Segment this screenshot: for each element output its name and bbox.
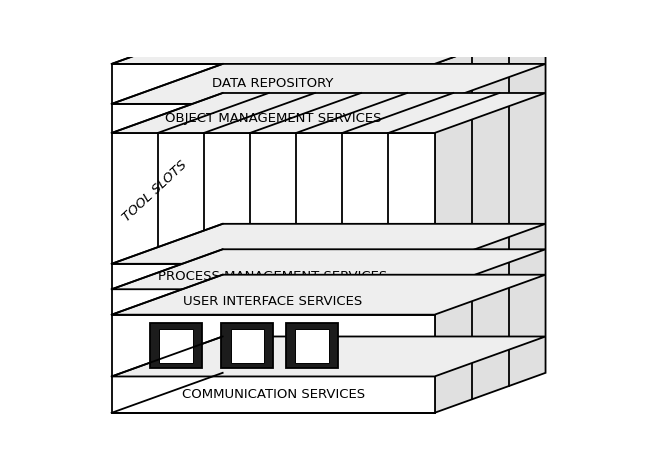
Polygon shape — [112, 249, 546, 289]
Text: OBJECT MANAGEMENT SERVICES: OBJECT MANAGEMENT SERVICES — [165, 112, 381, 125]
Text: COMMUNICATION SERVICES: COMMUNICATION SERVICES — [182, 388, 365, 401]
Polygon shape — [112, 377, 435, 413]
Polygon shape — [112, 264, 435, 289]
Polygon shape — [112, 337, 546, 377]
Text: DATA REPOSITORY: DATA REPOSITORY — [212, 77, 334, 91]
Polygon shape — [112, 275, 546, 315]
Polygon shape — [435, 24, 546, 413]
Polygon shape — [112, 24, 546, 64]
Text: TOOL SLOTS: TOOL SLOTS — [120, 158, 189, 224]
Polygon shape — [112, 64, 435, 104]
Polygon shape — [295, 329, 329, 362]
Polygon shape — [112, 93, 546, 133]
Text: PROCESS MANAGEMENT SERVICES: PROCESS MANAGEMENT SERVICES — [158, 270, 388, 283]
Polygon shape — [150, 323, 202, 368]
Text: USER INTERFACE SERVICES: USER INTERFACE SERVICES — [184, 295, 363, 309]
Polygon shape — [230, 329, 264, 362]
Polygon shape — [112, 64, 546, 104]
Polygon shape — [112, 224, 546, 264]
Polygon shape — [159, 329, 193, 362]
Polygon shape — [112, 133, 435, 264]
Polygon shape — [112, 289, 435, 315]
Polygon shape — [286, 323, 338, 368]
Polygon shape — [112, 104, 435, 133]
Polygon shape — [112, 315, 435, 377]
Polygon shape — [221, 323, 273, 368]
